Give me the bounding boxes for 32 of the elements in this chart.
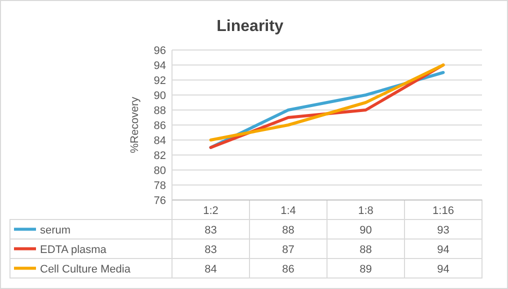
y-tick-label: 80: [154, 165, 166, 177]
y-tick-label: 82: [154, 150, 166, 162]
data-label: 90: [360, 224, 372, 236]
data-label: 89: [360, 263, 372, 276]
x-tick-label: 1:4: [280, 204, 296, 217]
x-tick-label: 1:8: [358, 204, 374, 217]
y-tick-label: 92: [154, 75, 166, 87]
chart-title: Linearity: [216, 18, 284, 35]
data-label: 86: [282, 263, 294, 276]
y-tick-label: 78: [154, 180, 166, 192]
data-label: 84: [204, 263, 217, 276]
y-tick-label: 94: [154, 60, 166, 72]
data-label: 83: [204, 244, 217, 256]
data-label: 93: [437, 224, 450, 236]
data-label: 83: [204, 224, 217, 236]
x-tick-label: 1:2: [203, 204, 218, 217]
data-label: 88: [360, 244, 372, 256]
legend-label: serum: [40, 224, 71, 236]
data-label: 94: [437, 263, 450, 276]
legend-label: Cell Culture Media: [40, 263, 132, 276]
y-tick-label: 90: [154, 90, 166, 102]
y-tick-label: 96: [154, 45, 166, 57]
data-label: 87: [282, 244, 294, 256]
y-axis-title: %Recovery: [129, 96, 141, 154]
y-tick-label: 84: [154, 135, 166, 147]
data-label: 88: [282, 224, 294, 236]
legend-label: EDTA plasma: [40, 244, 108, 256]
x-tick-label: 1:16: [432, 204, 454, 217]
y-tick-label: 86: [154, 120, 166, 132]
y-tick-label: 88: [154, 105, 166, 117]
data-label: 94: [437, 244, 450, 256]
y-tick-label: 76: [154, 195, 166, 207]
